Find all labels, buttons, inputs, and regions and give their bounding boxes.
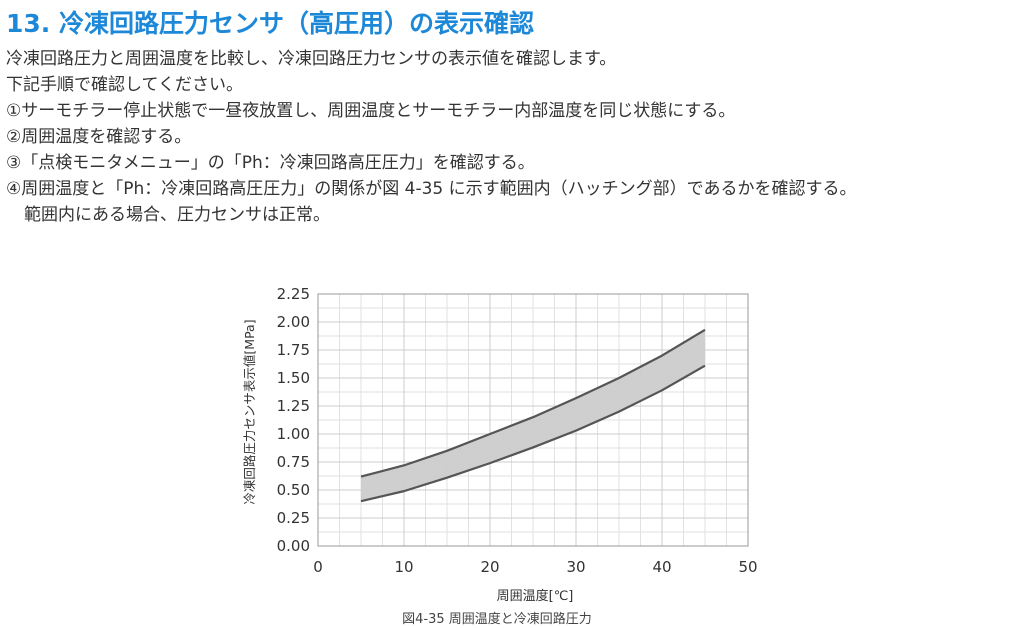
step-2: ②周囲温度を確認する。 (6, 127, 192, 147)
intro-line: 冷凍回路圧力と周囲温度を比較し、冷凍回路圧力センサの表示値を確認します。 (6, 49, 617, 69)
y-tick-label: 0.75 (277, 453, 310, 471)
upper-limit-line (360, 328, 706, 478)
acceptable-range-band (361, 329, 705, 502)
step-4: ④周囲温度と「Ph：冷凍回路高圧圧力」の関係が図 4-35 に示す範囲内（ハッチ… (6, 179, 857, 199)
y-tick-label: 0.25 (277, 509, 310, 527)
y-tick-label: 1.50 (277, 369, 310, 387)
y-tick-label: 1.75 (277, 341, 310, 359)
x-tick-label: 40 (652, 558, 671, 576)
step-3: ③「点検モニタメニュー」の「Ph：冷凍回路高圧圧力」を確認する。 (6, 153, 535, 173)
y-tick-label: 0.00 (277, 537, 310, 555)
step-4-note: 範囲内にある場合、圧力センサは正常。 (24, 205, 330, 225)
x-tick-label: 30 (566, 558, 585, 576)
step-1: ①サーモチラー停止状態で一昼夜放置し、周囲温度とサーモチラー内部温度を同じ状態に… (6, 101, 736, 121)
figure-caption: 図4-35 周囲温度と冷凍回路圧力 (0, 608, 1010, 627)
y-tick-label: 1.00 (277, 425, 310, 443)
instructions: 冷凍回路圧力と周囲温度を比較し、冷凍回路圧力センサの表示値を確認します。 下記手… (6, 46, 1006, 228)
x-tick-label: 20 (480, 558, 499, 576)
figure-caption-text: 図4-35 周囲温度と冷凍回路圧力 (402, 612, 592, 627)
y-tick-label: 0.50 (277, 481, 310, 499)
y-tick-label: 1.25 (277, 397, 310, 415)
y-tick-label: 2.00 (277, 313, 310, 331)
procedure-lead: 下記手順で確認してください。 (6, 75, 243, 95)
x-tick-label: 0 (313, 558, 323, 576)
x-tick-label: 50 (738, 558, 757, 576)
plot-frame (317, 293, 749, 547)
y-axis-label: 冷凍回路圧力センサ表示値[MPa] (242, 319, 257, 504)
y-tick-label: 2.25 (277, 285, 310, 303)
x-tick-label: 10 (394, 558, 413, 576)
page-title: 13. 冷凍回路圧力センサ（高圧用）の表示確認 (6, 9, 534, 38)
lower-limit-line (360, 364, 706, 503)
x-axis-label: 周囲温度[℃] (497, 588, 574, 604)
